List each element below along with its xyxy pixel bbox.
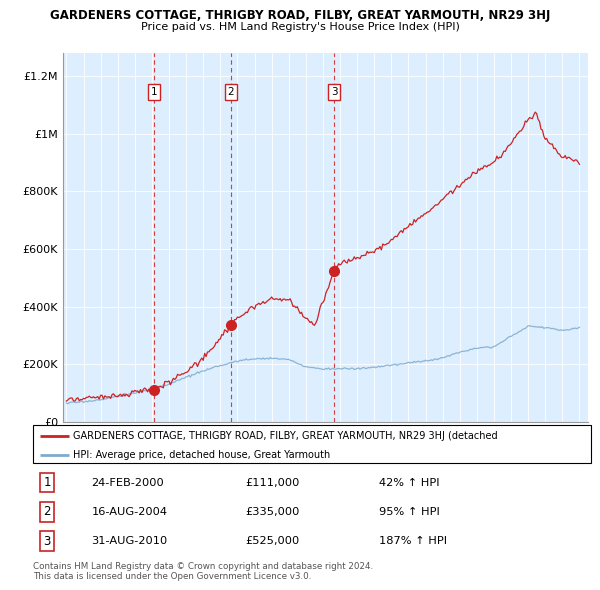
Text: Price paid vs. HM Land Registry's House Price Index (HPI): Price paid vs. HM Land Registry's House … [140,22,460,32]
Text: GARDENERS COTTAGE, THRIGBY ROAD, FILBY, GREAT YARMOUTH, NR29 3HJ (detached: GARDENERS COTTAGE, THRIGBY ROAD, FILBY, … [73,431,498,441]
Text: 3: 3 [43,535,50,548]
Text: 16-AUG-2004: 16-AUG-2004 [92,507,167,517]
Text: 1: 1 [43,476,50,489]
Text: HPI: Average price, detached house, Great Yarmouth: HPI: Average price, detached house, Grea… [73,450,331,460]
Text: 42% ↑ HPI: 42% ↑ HPI [379,477,440,487]
Text: 1: 1 [151,87,157,97]
Text: Contains HM Land Registry data © Crown copyright and database right 2024.
This d: Contains HM Land Registry data © Crown c… [33,562,373,581]
Text: 2: 2 [43,505,50,519]
Text: 24-FEB-2000: 24-FEB-2000 [92,477,164,487]
Text: £111,000: £111,000 [245,477,299,487]
Text: £335,000: £335,000 [245,507,299,517]
Text: 3: 3 [331,87,338,97]
Text: GARDENERS COTTAGE, THRIGBY ROAD, FILBY, GREAT YARMOUTH, NR29 3HJ: GARDENERS COTTAGE, THRIGBY ROAD, FILBY, … [50,9,550,22]
Text: 95% ↑ HPI: 95% ↑ HPI [379,507,440,517]
Text: 187% ↑ HPI: 187% ↑ HPI [379,536,447,546]
Text: 31-AUG-2010: 31-AUG-2010 [92,536,168,546]
Text: £525,000: £525,000 [245,536,299,546]
Text: 2: 2 [227,87,234,97]
